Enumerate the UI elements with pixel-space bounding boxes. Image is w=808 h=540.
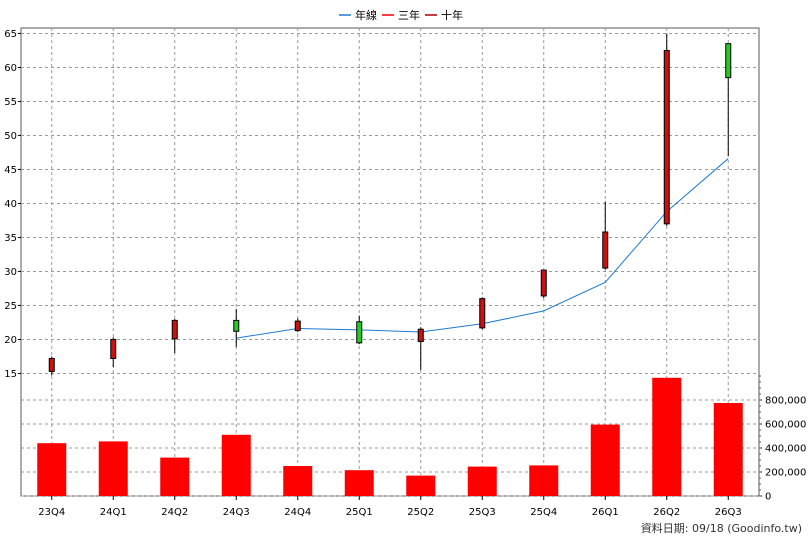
price-tick-label: 50 [4, 131, 17, 142]
category-label: 25Q4 [530, 507, 557, 518]
candle-body [417, 328, 424, 342]
volume-tick-label: 0 [765, 492, 771, 503]
candle [110, 337, 117, 368]
category-label: 25Q3 [469, 507, 496, 518]
candle-body [356, 321, 363, 344]
candle [479, 297, 486, 330]
candle [171, 319, 178, 354]
footer: 資料日期: 09/18 (Goodinfo.tw) [641, 521, 802, 535]
legend-label: 十年 [441, 8, 463, 22]
candle-body [540, 269, 547, 297]
candle [356, 315, 363, 345]
data-date-footer: 資料日期: 09/18 (Goodinfo.tw) [641, 521, 802, 535]
legend-item: 年線 [339, 8, 377, 22]
category-label: 25Q2 [407, 507, 434, 518]
volume-tick-label: 400,000 [765, 444, 806, 455]
price-tick-label: 45 [4, 165, 17, 176]
volume-bar [467, 466, 497, 496]
volume-bar [37, 443, 67, 496]
category-label: 25Q1 [346, 507, 373, 518]
volume-bar [283, 466, 313, 496]
candle-body [479, 298, 486, 329]
volume-bar [98, 441, 128, 496]
volume-bar [652, 377, 682, 496]
legend-item: 三年 [382, 8, 420, 22]
price-tick-label: 55 [4, 97, 17, 108]
price-tick-label: 25 [4, 301, 17, 312]
axis-layer: 15 20 25 30 35 40 45 50 55 60 65 0 200,000 400,000 600… [4, 29, 806, 518]
volume-bar [713, 403, 743, 496]
volume-bar [406, 475, 436, 496]
candle-body [294, 320, 301, 332]
candle-body [663, 49, 670, 225]
candle-body [48, 357, 55, 372]
candle [663, 33, 670, 226]
legend-item: 十年 [425, 8, 463, 22]
price-tick-label: 40 [4, 199, 17, 210]
volume-tick-label: 200,000 [765, 468, 806, 479]
legend-label: 三年 [398, 8, 420, 22]
volume-bar [590, 424, 620, 496]
price-tick-label: 20 [4, 335, 17, 346]
category-label: 26Q3 [715, 507, 742, 518]
legend: 年線 三年 十年 [339, 8, 463, 22]
candle [48, 356, 55, 376]
price-tick-label: 30 [4, 267, 17, 278]
volume-bar [221, 434, 251, 496]
category-label: 26Q1 [592, 507, 619, 518]
volume-bar [529, 465, 559, 496]
candle [417, 327, 424, 371]
grid [20, 27, 760, 497]
category-label: 24Q3 [223, 507, 250, 518]
candle [233, 308, 240, 347]
category-label: 24Q1 [100, 507, 127, 518]
price-tick-label: 60 [4, 63, 17, 74]
candle [540, 269, 547, 298]
candle [602, 201, 609, 270]
candle-body [602, 231, 609, 269]
price-tick-label: 15 [4, 369, 17, 380]
candlestick-layer [48, 33, 732, 376]
volume-bar [344, 470, 374, 496]
candle [725, 43, 732, 156]
category-label: 24Q4 [284, 507, 311, 518]
volume-bar [160, 457, 190, 496]
candle [294, 318, 301, 332]
candle-body [725, 43, 732, 79]
volume-layer [37, 377, 743, 496]
volume-tick-label: 800,000 [765, 396, 806, 407]
category-label: 26Q2 [653, 507, 680, 518]
category-label: 24Q2 [161, 507, 188, 518]
price-tick-label: 35 [4, 233, 17, 244]
category-label: 23Q4 [38, 507, 65, 518]
candle-body [233, 319, 240, 332]
candle-body [110, 338, 117, 359]
volume-tick-label: 600,000 [765, 420, 806, 431]
legend-label: 年線 [355, 8, 377, 22]
price-tick-label: 65 [4, 29, 17, 40]
candle-body [171, 319, 178, 340]
plot-frame [20, 27, 760, 497]
